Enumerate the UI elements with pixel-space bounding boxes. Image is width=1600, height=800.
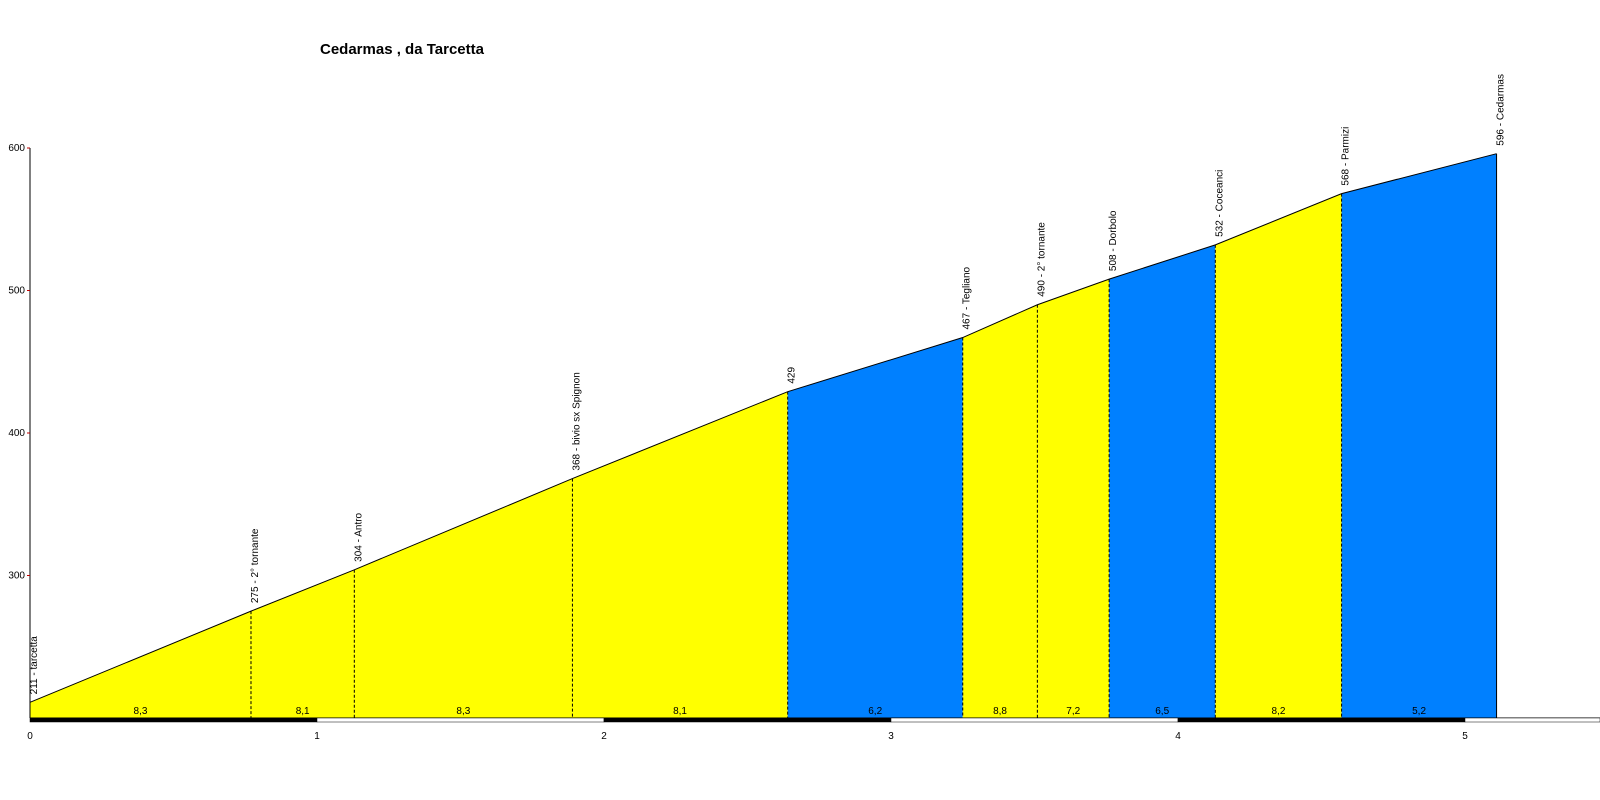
km-scale-block — [316, 717, 605, 723]
point-label: 467 - Tegliano — [962, 266, 973, 329]
km-scale-block — [29, 717, 318, 723]
profile-segment — [1037, 279, 1110, 718]
gradient-labels: 8,3 8,1 8,3 8,1 6,2 8,8 7,2 6,5 8,2 5,2 — [134, 706, 1427, 717]
gradient-label: 8,2 — [1271, 706, 1285, 717]
profile-segment — [1215, 193, 1342, 719]
km-scale-block — [603, 717, 892, 723]
gradient-label: 5,2 — [1412, 706, 1426, 717]
point-label: 211 - tarcetta — [29, 636, 40, 695]
gradient-label: 8,8 — [993, 706, 1007, 717]
gradient-label: 8,1 — [296, 706, 310, 717]
y-tick-label: 300 — [8, 571, 25, 582]
point-label: 490 - 2° tornante — [1036, 222, 1047, 297]
x-tick-label: 1 — [314, 731, 320, 742]
y-tick-label: 500 — [8, 286, 25, 297]
x-tick-label: 0 — [27, 731, 33, 742]
gradient-label: 8,1 — [673, 706, 687, 717]
x-tick-label: 2 — [601, 731, 607, 742]
profile-segment — [250, 569, 355, 718]
x-tick-label: 5 — [1462, 731, 1468, 742]
profile-segment — [30, 611, 251, 718]
point-label: 508 - Dorbolo — [1108, 210, 1119, 271]
profile-segment — [354, 478, 573, 718]
axes: 0 1 2 3 4 5 300 400 500 600 — [8, 143, 1600, 742]
km-scale-block — [890, 717, 1179, 723]
point-label: 429 — [787, 367, 798, 384]
y-tick-label: 400 — [8, 428, 25, 439]
gradient-label: 6,2 — [868, 706, 882, 717]
profile-segment — [787, 337, 963, 718]
profile-segment — [962, 304, 1038, 718]
segment-dividers — [250, 153, 1498, 718]
profile-segment — [572, 391, 788, 718]
x-tick-label: 3 — [888, 731, 894, 742]
point-label: 304 - Antro — [353, 512, 364, 561]
point-labels: 211 - tarcetta 275 - 2° tornante 304 - Ant… — [29, 74, 1507, 694]
point-label: 532 - Coceanci — [1214, 170, 1225, 237]
chart-title: Cedarmas , da Tarcetta — [320, 41, 485, 58]
point-label: 568 - Parmizi — [1341, 127, 1352, 186]
point-label: 275 - 2° tornante — [250, 528, 261, 603]
point-label: 596 - Cedarmas — [1496, 74, 1507, 146]
km-scale-block — [1177, 717, 1466, 723]
gradient-label: 8,3 — [134, 706, 148, 717]
gradient-label: 6,5 — [1155, 706, 1169, 717]
gradient-label: 7,2 — [1066, 706, 1080, 717]
profile-segment — [1109, 244, 1216, 718]
gradient-label: 8,3 — [456, 706, 470, 717]
x-tick-label: 4 — [1175, 731, 1181, 742]
profile-segment — [1341, 153, 1497, 718]
point-label: 368 - bivio sx Spignon — [571, 372, 582, 470]
profile-segments — [30, 153, 1497, 719]
km-scale-block — [1464, 717, 1600, 723]
y-tick-label: 600 — [8, 143, 25, 154]
